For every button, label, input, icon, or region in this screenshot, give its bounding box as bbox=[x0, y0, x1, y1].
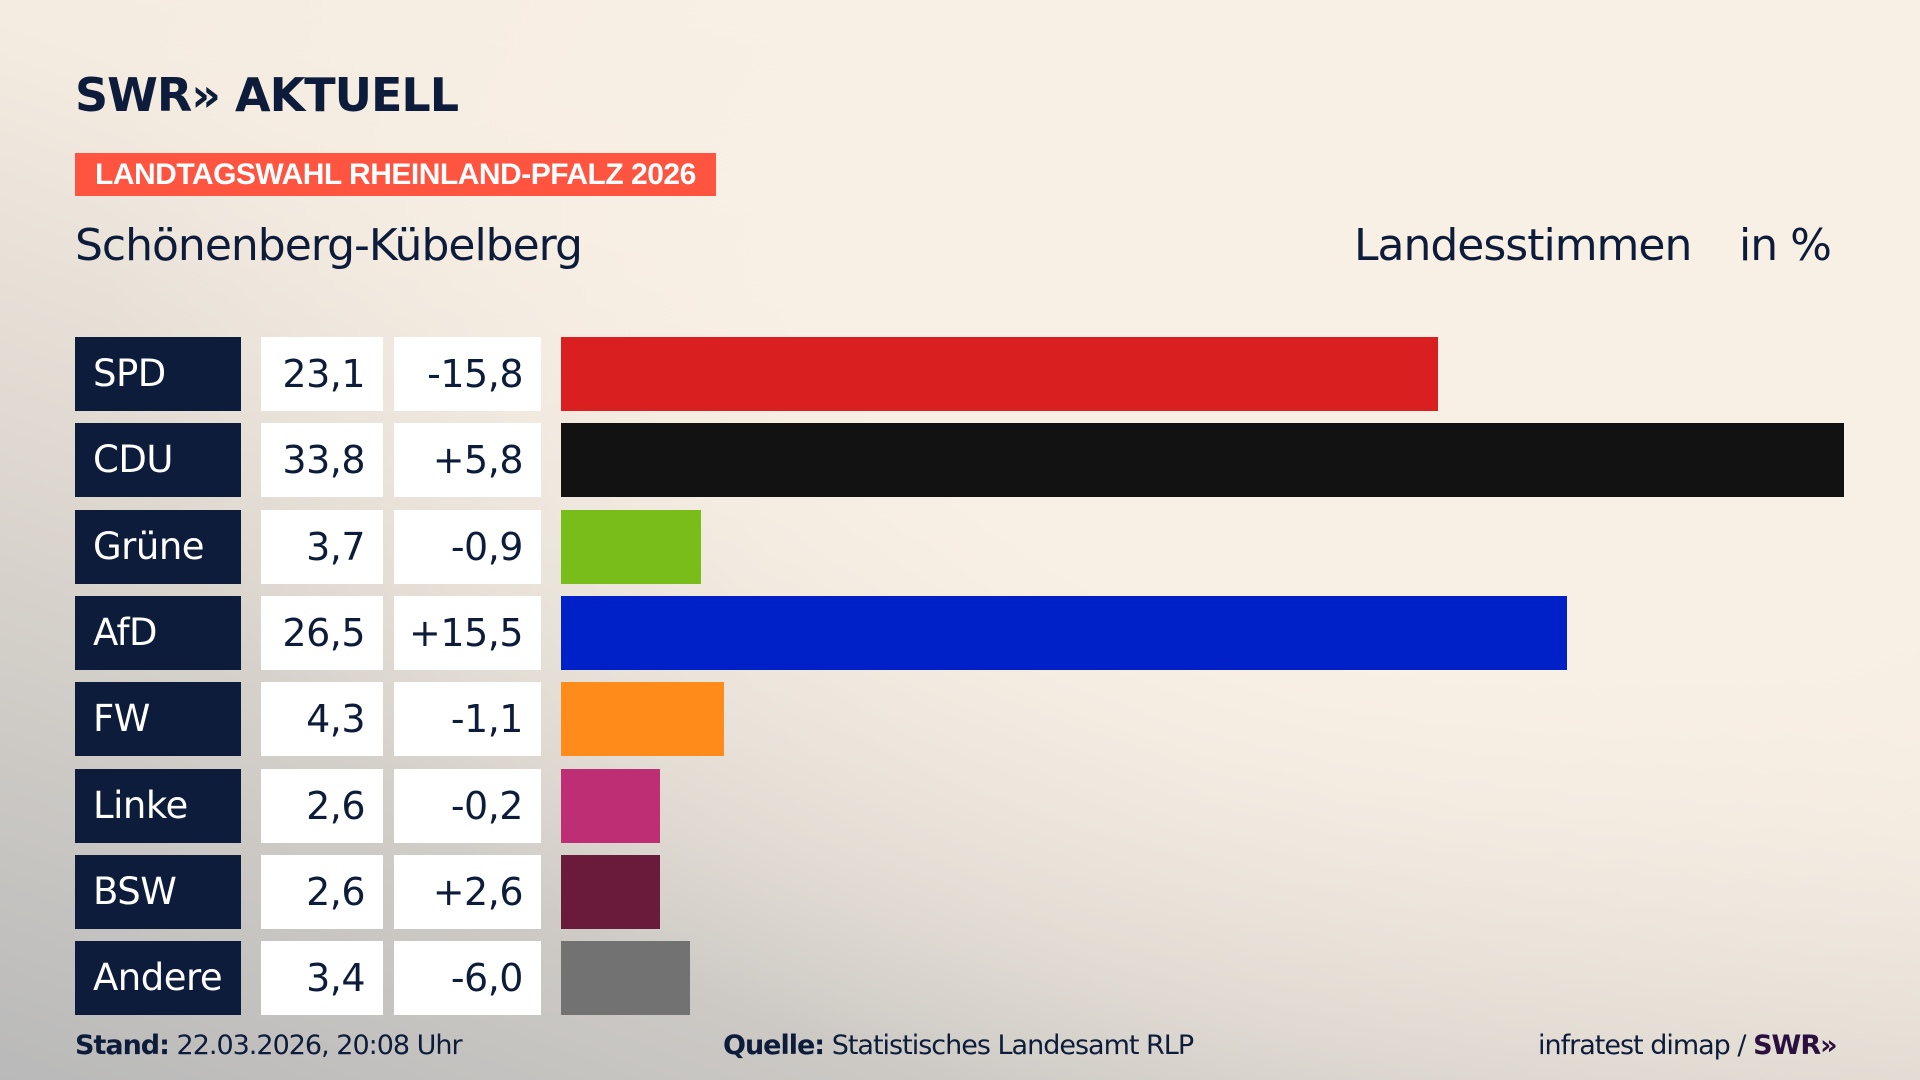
bar-row: BSW 2,6 +2,6 bbox=[0, 854, 1920, 929]
source-value: Statistisches Landesamt RLP bbox=[831, 1030, 1194, 1061]
credit-info: infratest dimap / SWR» bbox=[1538, 1030, 1838, 1061]
stand-value: 22.03.2026, 20:08 Uhr bbox=[176, 1030, 463, 1061]
unit-label: in % bbox=[1739, 220, 1832, 271]
bar bbox=[561, 423, 1844, 498]
diff-label: +2,6 bbox=[394, 854, 541, 929]
value-label: 2,6 bbox=[261, 854, 383, 929]
diff-label: +15,5 bbox=[394, 595, 541, 670]
diff-label: -6,0 bbox=[394, 941, 541, 1016]
value-label: 2,6 bbox=[261, 768, 383, 843]
bar-row: CDU 33,8 +5,8 bbox=[0, 423, 1920, 498]
bar-row: Andere 3,4 -6,0 bbox=[0, 941, 1920, 1016]
election-banner: LANDTAGSWAHL RHEINLAND-PFALZ 2026 bbox=[75, 153, 716, 196]
value-label: 26,5 bbox=[261, 595, 383, 670]
bar-row: Grüne 3,7 -0,9 bbox=[0, 509, 1920, 584]
measure-label: Landesstimmen bbox=[1354, 220, 1692, 271]
credit-text: infratest dimap / bbox=[1538, 1030, 1747, 1061]
bar-row: AfD 26,5 +15,5 bbox=[0, 595, 1920, 670]
diff-label: -0,9 bbox=[394, 509, 541, 584]
party-label: AfD bbox=[75, 595, 241, 670]
party-label: FW bbox=[75, 682, 241, 757]
value-label: 4,3 bbox=[261, 682, 383, 757]
value-label: 3,7 bbox=[261, 509, 383, 584]
diff-label: -0,2 bbox=[394, 768, 541, 843]
stand-info: Stand: 22.03.2026, 20:08 Uhr bbox=[75, 1030, 463, 1061]
location-title: Schönenberg-Kübelberg bbox=[75, 220, 583, 271]
party-label: Linke bbox=[75, 768, 241, 843]
bar bbox=[561, 509, 702, 584]
party-label: Grüne bbox=[75, 509, 241, 584]
source-label: Quelle: bbox=[723, 1030, 825, 1061]
party-label: Andere bbox=[75, 941, 241, 1016]
bar-row: FW 4,3 -1,1 bbox=[0, 682, 1920, 757]
bar bbox=[561, 682, 725, 757]
bar bbox=[561, 854, 660, 929]
swr-small-logo: SWR» bbox=[1753, 1030, 1837, 1061]
source-info: Quelle: Statistisches Landesamt RLP bbox=[723, 1030, 1194, 1061]
bar bbox=[561, 595, 1567, 670]
bar-row: Linke 2,6 -0,2 bbox=[0, 768, 1920, 843]
bar bbox=[561, 337, 1438, 411]
diff-label: -1,1 bbox=[394, 682, 541, 757]
party-label: SPD bbox=[75, 337, 241, 411]
value-label: 3,4 bbox=[261, 941, 383, 1016]
value-label: 33,8 bbox=[261, 423, 383, 498]
value-label: 23,1 bbox=[261, 337, 383, 411]
bar bbox=[561, 941, 691, 1016]
bar-row: SPD 23,1 -15,8 bbox=[0, 337, 1920, 411]
diff-label: +5,8 bbox=[394, 423, 541, 498]
swr-aktuell-logo: SWR» AKTUELL bbox=[75, 68, 459, 122]
diff-label: -15,8 bbox=[394, 337, 541, 411]
party-label: CDU bbox=[75, 423, 241, 498]
bar bbox=[561, 768, 660, 843]
party-label: BSW bbox=[75, 854, 241, 929]
stand-label: Stand: bbox=[75, 1030, 170, 1061]
